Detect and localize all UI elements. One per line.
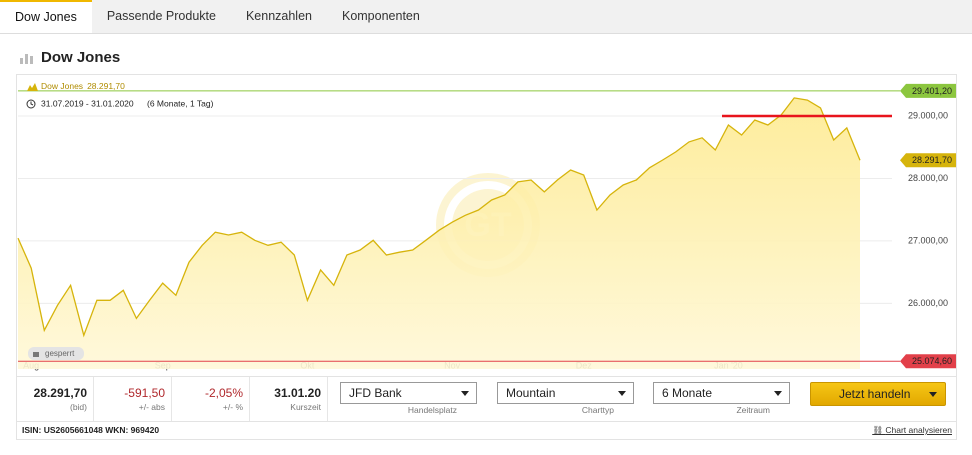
quote-label: Kurszeit <box>290 402 321 412</box>
chart-panel <box>16 74 957 440</box>
y-tick-label: 27.000,00 <box>908 235 948 245</box>
clock-hand <box>30 101 34 106</box>
select-box[interactable]: 6 Monate <box>653 382 790 404</box>
y-tick-label: 29.000,00 <box>908 110 948 120</box>
max-label: 29.401,20 <box>912 86 952 96</box>
period-note: (6 Monate, 1 Tag) <box>147 98 214 108</box>
wkn: WKN: 969420 <box>105 425 160 435</box>
quote-label: +/- abs <box>138 402 165 412</box>
quote-cell: 28.291,70 (bid) <box>22 377 94 421</box>
lock-label: gesperrt <box>45 349 75 358</box>
clock-icon <box>26 99 36 109</box>
legend-name: Dow Jones <box>41 81 83 91</box>
quote-cell: 31.01.20 Kurszeit <box>250 377 328 421</box>
quote-value: 28.291,70 <box>33 386 87 400</box>
area-fill <box>18 97 860 370</box>
min-label: 25.074,60 <box>912 356 952 366</box>
quote-value: -591,50 <box>124 386 165 400</box>
analyze-link-text[interactable]: Chart analysieren <box>885 425 952 435</box>
max-box <box>900 83 956 98</box>
lock-badge <box>28 347 84 360</box>
legend-value: 28.291,70 <box>87 81 125 91</box>
footer: ISIN: US2605661048 WKN: 969420 <box>22 425 159 435</box>
heading: Dow Jones <box>20 49 120 66</box>
chart-icon <box>20 53 33 64</box>
price-line <box>17 97 861 338</box>
tab[interactable]: Kennzahlen <box>245 9 312 23</box>
select: 6 Monate Zeitraum <box>653 382 790 415</box>
y-tick-label: 26.000,00 <box>908 298 948 308</box>
last-box <box>900 153 956 168</box>
legend-icon <box>27 83 38 91</box>
y-tick-label: 28.000,00 <box>908 173 948 183</box>
select-box[interactable]: Mountain <box>497 382 634 404</box>
quote-cell: -591,50 +/- abs <box>94 377 172 421</box>
tab[interactable]: Dow Jones <box>0 0 92 33</box>
heading-text: Dow Jones <box>41 49 121 66</box>
quote-value: -2,05% <box>204 386 243 400</box>
lock-icon <box>33 352 39 357</box>
tab-bar: Dow Jones Passende Produkte Kennzahlen Komp… <box>0 0 972 34</box>
analyze-link[interactable]: ⛓ Chart analysieren <box>872 425 952 435</box>
select: JFD Bank Handelsplatz <box>340 382 477 415</box>
quote-label: +/- % <box>222 402 243 412</box>
quote-bar: 28.291,70 (bid) -591,50 +/- abs -2,05% +/- % 3… <box>17 376 956 422</box>
date-range: 31.07.2019 - 31.01.2020 <box>41 98 134 108</box>
quote-value: 31.01.20 <box>274 386 321 400</box>
trade-button[interactable]: Jetzt handeln <box>810 382 946 406</box>
quote-cell: -2,05% +/- % <box>172 377 250 421</box>
chart: GT 26.000,0027.000,0028.000,0029.000,00A… <box>17 81 956 370</box>
select-label: Charttyp <box>581 405 614 415</box>
last-label: 28.291,70 <box>912 155 952 165</box>
quote-label: (bid) <box>69 402 87 412</box>
select: Mountain Charttyp <box>497 382 634 415</box>
tab[interactable]: Passende Produkte <box>106 9 216 23</box>
select-label: Handelsplatz <box>407 405 457 415</box>
tab[interactable]: Komponenten <box>341 9 420 23</box>
select-label: Zeitraum <box>736 405 770 415</box>
select-box[interactable]: JFD Bank <box>340 382 477 404</box>
isin: ISIN: US2605661048 <box>22 425 103 435</box>
legend-text: Dow Jones 28.291,70 <box>41 81 125 91</box>
min-box <box>900 354 956 369</box>
